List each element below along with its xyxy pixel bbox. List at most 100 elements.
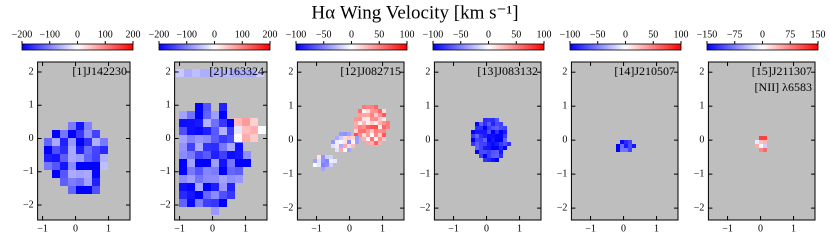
map-pixel xyxy=(620,148,624,152)
map-pixel xyxy=(203,127,211,135)
map-pixel xyxy=(495,138,499,142)
figure-title: Hα Wing Velocity [km s⁻¹] xyxy=(311,2,518,23)
map-pixel xyxy=(355,136,359,140)
map-pixel xyxy=(374,121,378,125)
y-tick-label: −2 xyxy=(557,202,568,213)
map-pixel xyxy=(370,141,374,145)
map-pixel xyxy=(362,137,366,141)
map-pixel xyxy=(335,136,339,140)
colorbar-tick-label: 100 xyxy=(98,29,113,40)
map-pixel xyxy=(76,162,84,170)
map-pixel xyxy=(250,126,258,134)
map-pixel xyxy=(219,191,227,199)
map-pixel xyxy=(370,109,374,113)
map-pixel xyxy=(331,144,335,148)
map-pixel xyxy=(68,122,76,130)
map-pixel xyxy=(354,129,358,133)
colorbar-tick-label: 75 xyxy=(785,29,795,40)
map-pixel xyxy=(624,148,628,152)
map-pixel xyxy=(195,199,203,207)
map-pixel xyxy=(503,126,507,130)
map-pixel xyxy=(179,159,187,167)
map-pixel xyxy=(84,122,92,130)
map-pixel xyxy=(339,140,343,144)
map-pixel xyxy=(483,158,487,162)
colorbar-tick-label: 50 xyxy=(648,29,658,40)
map-pixel xyxy=(187,119,195,127)
map-pixel xyxy=(232,69,240,77)
map-pixel xyxy=(763,140,767,144)
map-pixel xyxy=(366,117,370,121)
y-tick-label: −1 xyxy=(694,168,705,179)
map-pixel xyxy=(374,113,378,117)
map-pixel xyxy=(471,142,475,146)
map-pixel xyxy=(187,135,195,143)
map-pixel xyxy=(374,125,378,129)
map-pixel xyxy=(358,129,362,133)
map-pixel xyxy=(179,151,187,159)
map-pixel xyxy=(362,113,366,117)
map-pixel xyxy=(187,167,195,175)
map-pixel xyxy=(203,175,211,183)
colorbar-tick-label: 50 xyxy=(511,29,521,40)
map-pixel xyxy=(503,142,507,146)
x-tick-label: 0 xyxy=(347,223,352,234)
map-pixel xyxy=(100,162,108,170)
map-pixel xyxy=(487,154,491,158)
map-pixel xyxy=(495,154,499,158)
map-pixel xyxy=(84,186,92,194)
map-pixel xyxy=(339,148,343,152)
map-pixel xyxy=(358,109,362,113)
map-pixel xyxy=(370,137,374,141)
map-pixel xyxy=(76,170,84,178)
map-pixel xyxy=(68,186,76,194)
map-pixel xyxy=(84,162,92,170)
map-pixel xyxy=(325,163,329,167)
map-pixel xyxy=(219,103,227,111)
map-pixel xyxy=(351,144,355,148)
x-tick-label: 1 xyxy=(243,223,248,234)
map-pixel xyxy=(503,134,507,138)
colorbar-tick-label: −200 xyxy=(149,29,170,40)
y-tick-label: 1 xyxy=(425,100,430,111)
y-tick-label: 0 xyxy=(29,133,34,144)
axes-frame xyxy=(707,61,816,221)
map-pixel xyxy=(374,109,378,113)
map-pixel xyxy=(234,134,242,142)
map-pixel xyxy=(499,150,503,154)
map-pixel xyxy=(382,133,386,137)
map-pixel xyxy=(362,105,366,109)
x-tick-label: −1 xyxy=(174,223,185,234)
map-pixel xyxy=(76,146,84,154)
map-pixel xyxy=(347,132,351,136)
map-pixel xyxy=(100,154,108,162)
colorbar-tick-label: 50 xyxy=(374,29,384,40)
map-pixel xyxy=(187,159,195,167)
map-pixel xyxy=(495,134,499,138)
x-tick-label: 1 xyxy=(654,223,659,234)
map-pixel xyxy=(339,136,343,140)
panel-label: [2]J163324 xyxy=(209,64,264,78)
colorbar xyxy=(569,43,682,51)
axes-frame xyxy=(570,61,679,221)
map-pixel xyxy=(76,186,84,194)
map-pixel xyxy=(382,129,386,133)
velocity-map xyxy=(313,105,390,171)
map-pixel xyxy=(374,141,378,145)
map-pixel xyxy=(362,125,366,129)
panel-label: [14]J210507 xyxy=(614,64,675,78)
map-pixel xyxy=(84,154,92,162)
colorbar-tick-label: 200 xyxy=(126,29,141,40)
map-pixel xyxy=(219,183,227,191)
y-tick-label: 0 xyxy=(699,134,704,145)
map-pixel xyxy=(195,135,203,143)
map-pixel xyxy=(333,159,337,163)
map-pixel xyxy=(243,159,251,167)
map-pixel xyxy=(242,126,250,134)
panel-label: [13]J083132 xyxy=(477,64,538,78)
x-tick-label: −1 xyxy=(37,223,48,234)
map-pixel xyxy=(759,144,763,148)
map-pixel xyxy=(499,126,503,130)
axes-frame xyxy=(37,61,131,221)
y-tick-label: 0 xyxy=(425,134,430,145)
